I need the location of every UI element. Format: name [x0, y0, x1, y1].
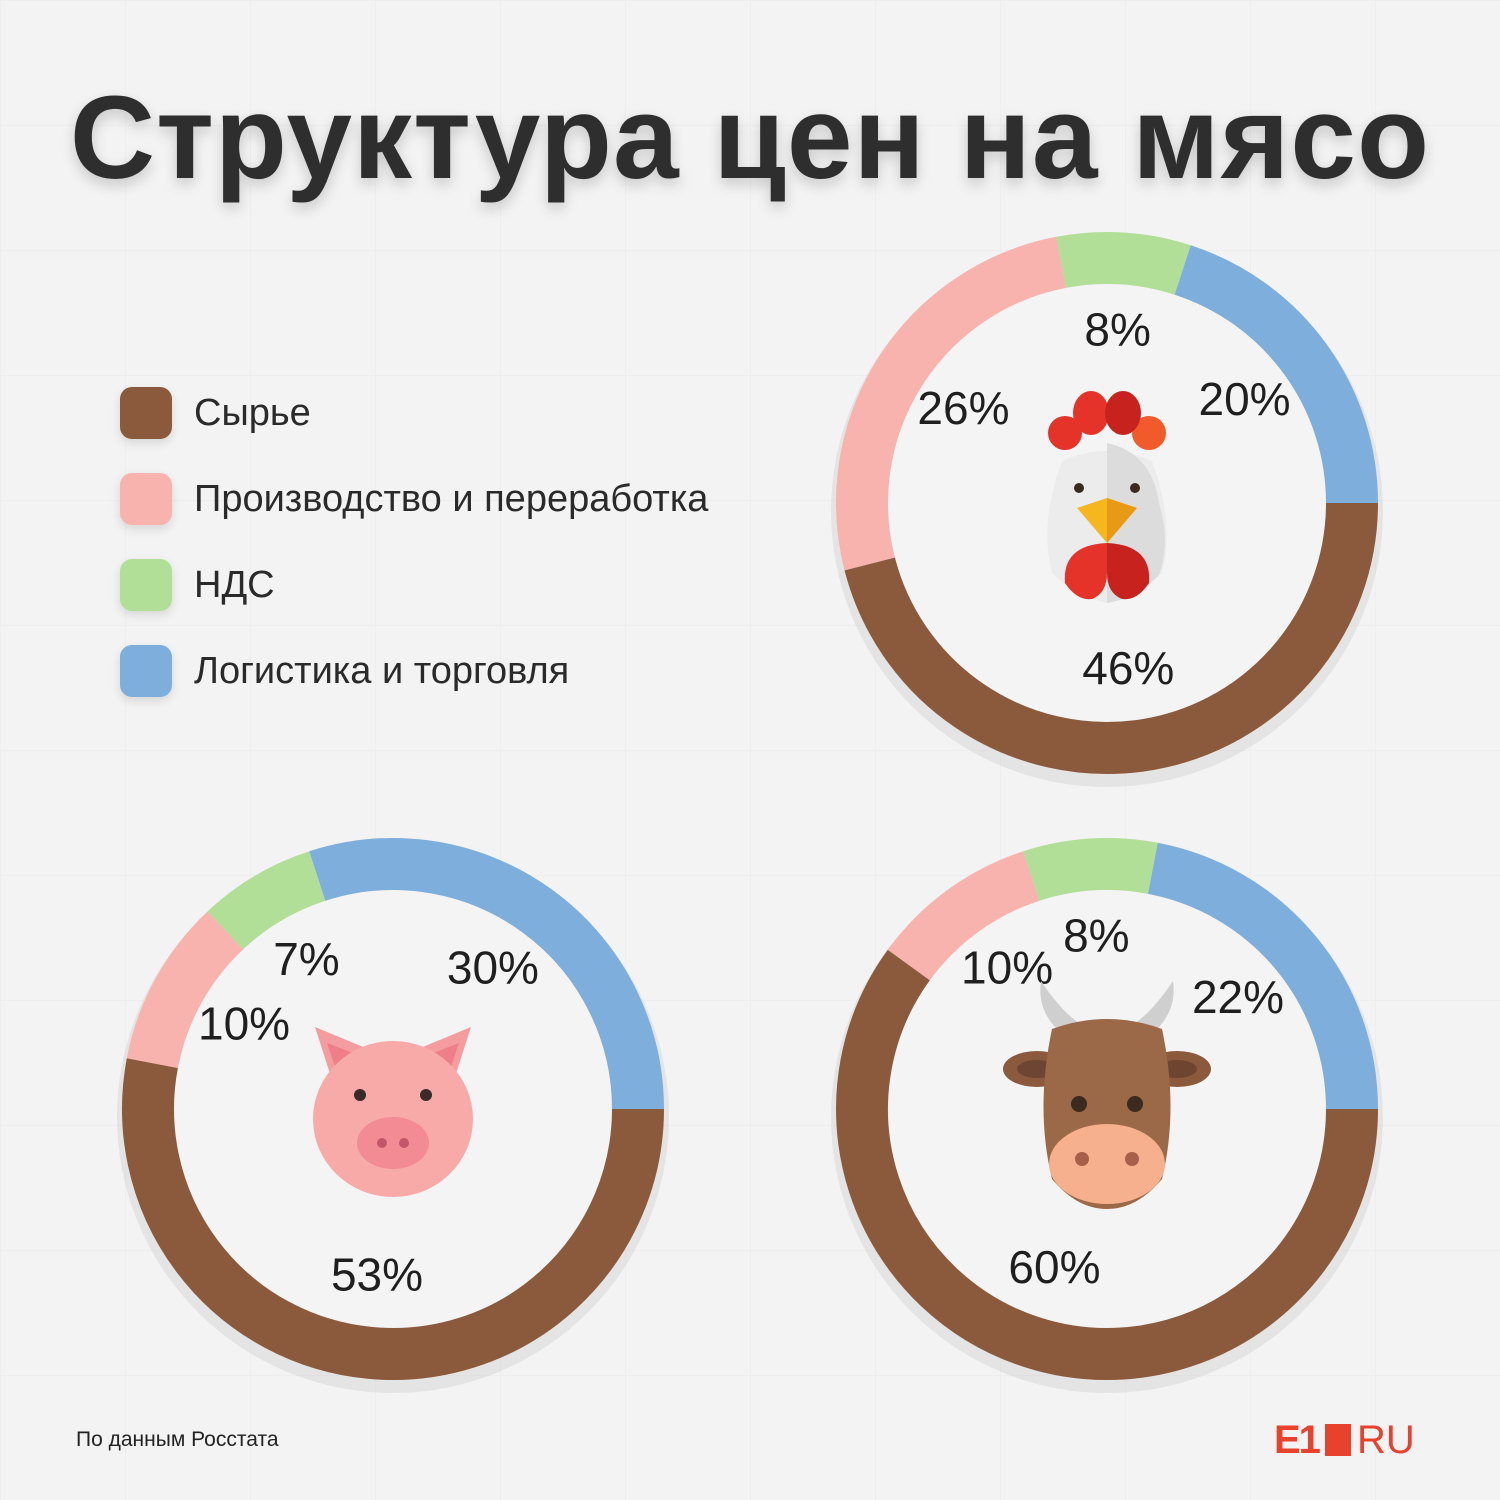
legend: Сырье Производство и переработка НДС Лог…: [120, 370, 708, 714]
chart-chicken: 46% 26% 8% 20%: [831, 228, 1383, 787]
donut-segment-chicken-vat: [1056, 232, 1191, 295]
legend-swatch-raw: [120, 387, 172, 439]
donut-segment-pig-vat: [207, 851, 326, 950]
legend-item-production: Производство и переработка: [120, 456, 708, 542]
chart-pig-svg: 53% 10% 7% 30%: [117, 838, 669, 1393]
label-pig-production: 10%: [198, 997, 290, 1049]
legend-label-production: Производство и переработка: [194, 477, 709, 520]
donut-segment-cow-production: [887, 851, 1040, 981]
chart-pig: 53% 10% 7% 30%: [117, 834, 669, 1393]
page-title: Структура цен на мясо: [69, 72, 1431, 204]
chart-cow: 60% 10% 8% 22%: [831, 834, 1383, 1393]
label-chicken-production: 26%: [917, 382, 1009, 434]
legend-item-raw: Сырье: [120, 370, 708, 456]
donut-segment-cow-raw: [836, 949, 1378, 1380]
legend-swatch-production: [120, 473, 172, 525]
legend-label-vat: НДС: [194, 563, 275, 606]
donut-segment-chicken-raw: [844, 502, 1378, 774]
logo-e1-text: E1: [1274, 1417, 1321, 1462]
donut-segment-chicken-production: [836, 236, 1067, 571]
legend-swatch-vat: [120, 559, 172, 611]
logo-ru-text: RU: [1356, 1417, 1415, 1462]
e1-logo: E1 RU: [1274, 1418, 1415, 1462]
pig-icon: [313, 1027, 473, 1197]
donut-segment-chicken-logistics: [1174, 245, 1378, 504]
label-pig-logistics: 30%: [447, 942, 539, 994]
label-chicken-logistics: 20%: [1198, 373, 1290, 425]
chicken-icon: [1047, 391, 1167, 603]
label-pig-vat: 7%: [273, 933, 339, 985]
source-note: По данным Росстата: [76, 1428, 279, 1451]
logo-square-icon: [1324, 1424, 1351, 1456]
donut-segment-pig-logistics: [309, 838, 664, 1110]
cow-icon: [1003, 981, 1211, 1209]
label-chicken-raw: 46%: [1082, 642, 1174, 694]
donut-segment-pig-raw: [122, 1058, 664, 1380]
chart-chicken-svg: 46% 26% 8% 20%: [831, 232, 1383, 787]
label-pig-raw: 53%: [331, 1248, 423, 1300]
chart-cow-svg: 60% 10%8% 22%: [831, 838, 1383, 1393]
legend-label-raw: Сырье: [194, 391, 311, 434]
donut-segment-cow-logistics: [1147, 842, 1378, 1110]
legend-item-vat: НДС: [120, 542, 708, 628]
legend-label-logistics: Логистика и торговля: [194, 649, 570, 692]
label-chicken-vat: 8%: [1084, 303, 1150, 355]
label-cow-vat: 8%: [1063, 909, 1129, 961]
label-cow-logistics: 22%: [1192, 971, 1284, 1023]
label-cow-raw: 60%: [1008, 1241, 1100, 1293]
label-cow-production: 10%: [961, 942, 1053, 994]
donut-segment-cow-vat: [1023, 838, 1158, 901]
legend-swatch-logistics: [120, 645, 172, 697]
legend-item-logistics: Логистика и торговля: [120, 628, 708, 714]
donut-segment-pig-production: [126, 911, 244, 1069]
